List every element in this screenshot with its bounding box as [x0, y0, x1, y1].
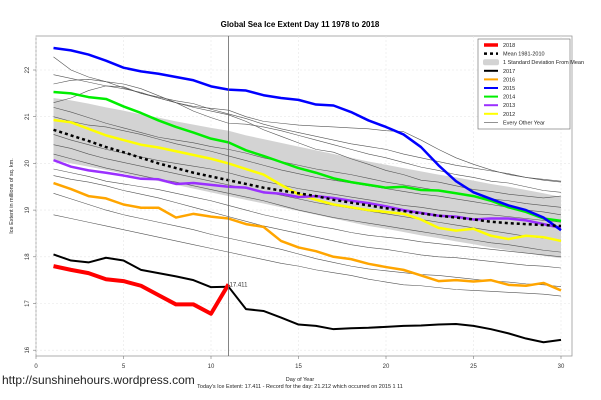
other-year-line [53, 168, 562, 258]
legend-label: 2017 [503, 69, 515, 75]
other-year-line [53, 193, 562, 287]
legend-label: 2014 [503, 95, 515, 101]
legend-label: 1 Standard Deviation From Mean [503, 60, 584, 66]
x-tick-label: 5 [122, 364, 126, 370]
x-axis-label: Day of Year [286, 377, 315, 383]
axes: 0 5 10 15 20 25 30 16 17 18 19 20 21 22 [25, 36, 565, 370]
y-tick-label: 20 [25, 159, 31, 166]
y-tick-label: 21 [25, 113, 31, 120]
legend-label: Mean 1981-2010 [503, 52, 545, 58]
highlighted-series: 17.411 [53, 46, 562, 344]
other-year-line [53, 153, 562, 253]
series-line-2015 [53, 46, 562, 232]
series-line-2014 [53, 90, 562, 223]
x-tick-label: 30 [558, 364, 565, 370]
legend-label: 2013 [503, 103, 515, 109]
other-year-line [53, 175, 562, 269]
legend: 2018 Mean 1981-2010 1 Standard Deviation F… [477, 38, 584, 130]
x-tick-label: 25 [470, 364, 477, 370]
y-tick-label: 17 [25, 300, 31, 307]
annotation-label: 17.411 [230, 282, 249, 288]
y-tick-label: 18 [25, 253, 31, 260]
source-url[interactable]: http://sunshinehours.wordpress.com [2, 373, 195, 387]
legend-swatch-band [483, 59, 499, 66]
other-year-line [53, 144, 562, 241]
every-other-year-lines [53, 56, 562, 297]
std-dev-band-area [53, 98, 561, 259]
footer-note: Today's Ice Extent: 17.411 - Record for … [197, 384, 403, 390]
legend-label: 2012 [503, 112, 515, 118]
std-dev-band [53, 98, 561, 259]
series-line-2017 [53, 253, 562, 344]
series-line-mean-1981-2010 [53, 128, 562, 228]
x-tick-label: 10 [208, 364, 215, 370]
y-tick-label: 22 [25, 66, 31, 73]
other-year-line [53, 116, 562, 216]
legend-label: 2018 [503, 43, 515, 49]
legend-label: 2015 [503, 86, 515, 92]
other-year-line [53, 214, 562, 297]
y-tick-label: 16 [25, 346, 31, 353]
other-year-line [53, 74, 562, 182]
other-year-line [53, 85, 562, 183]
x-tick-label: 20 [383, 364, 390, 370]
other-year-line [53, 134, 562, 223]
chart-title: Global Sea Ice Extent Day 11 1978 to 201… [221, 20, 380, 29]
other-year-line [53, 56, 562, 193]
x-tick-label: 0 [34, 364, 38, 370]
series-line-2016 [53, 181, 562, 292]
legend-label: 2016 [503, 77, 515, 83]
legend-label: Every Other Year [503, 120, 545, 126]
x-tick-label: 15 [295, 364, 302, 370]
y-axis-label: Ice Extent in millions of sq. km. [9, 158, 15, 234]
series-line-2018 [53, 264, 231, 316]
y-tick-label: 19 [25, 206, 31, 213]
